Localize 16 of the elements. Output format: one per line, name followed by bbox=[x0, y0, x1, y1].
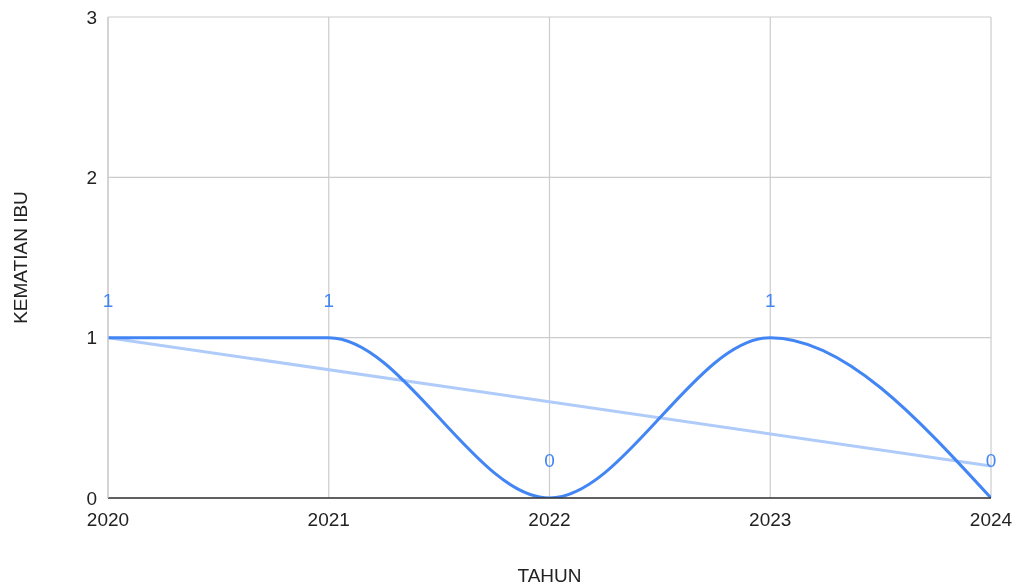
y-tick-label: 0 bbox=[86, 487, 97, 509]
data-label: 0 bbox=[544, 450, 555, 471]
y-axis-title: KEMATIAN IBU bbox=[9, 191, 31, 324]
data-label: 1 bbox=[323, 289, 335, 311]
y-tick-label: 3 bbox=[86, 6, 97, 28]
x-tick-label: 2020 bbox=[86, 509, 130, 531]
data-label: 1 bbox=[102, 289, 114, 311]
x-axis-title: TAHUN bbox=[517, 565, 582, 586]
x-tick-label: 2021 bbox=[307, 509, 350, 531]
y-tick-label: 1 bbox=[86, 327, 97, 349]
x-tick-label: 2023 bbox=[749, 509, 792, 531]
x-tick-label: 2022 bbox=[528, 509, 571, 531]
y-tick-label: 2 bbox=[86, 167, 97, 189]
data-label: 1 bbox=[764, 289, 776, 311]
data-label: 0 bbox=[985, 450, 997, 471]
x-tick-label: 2024 bbox=[969, 509, 1013, 531]
